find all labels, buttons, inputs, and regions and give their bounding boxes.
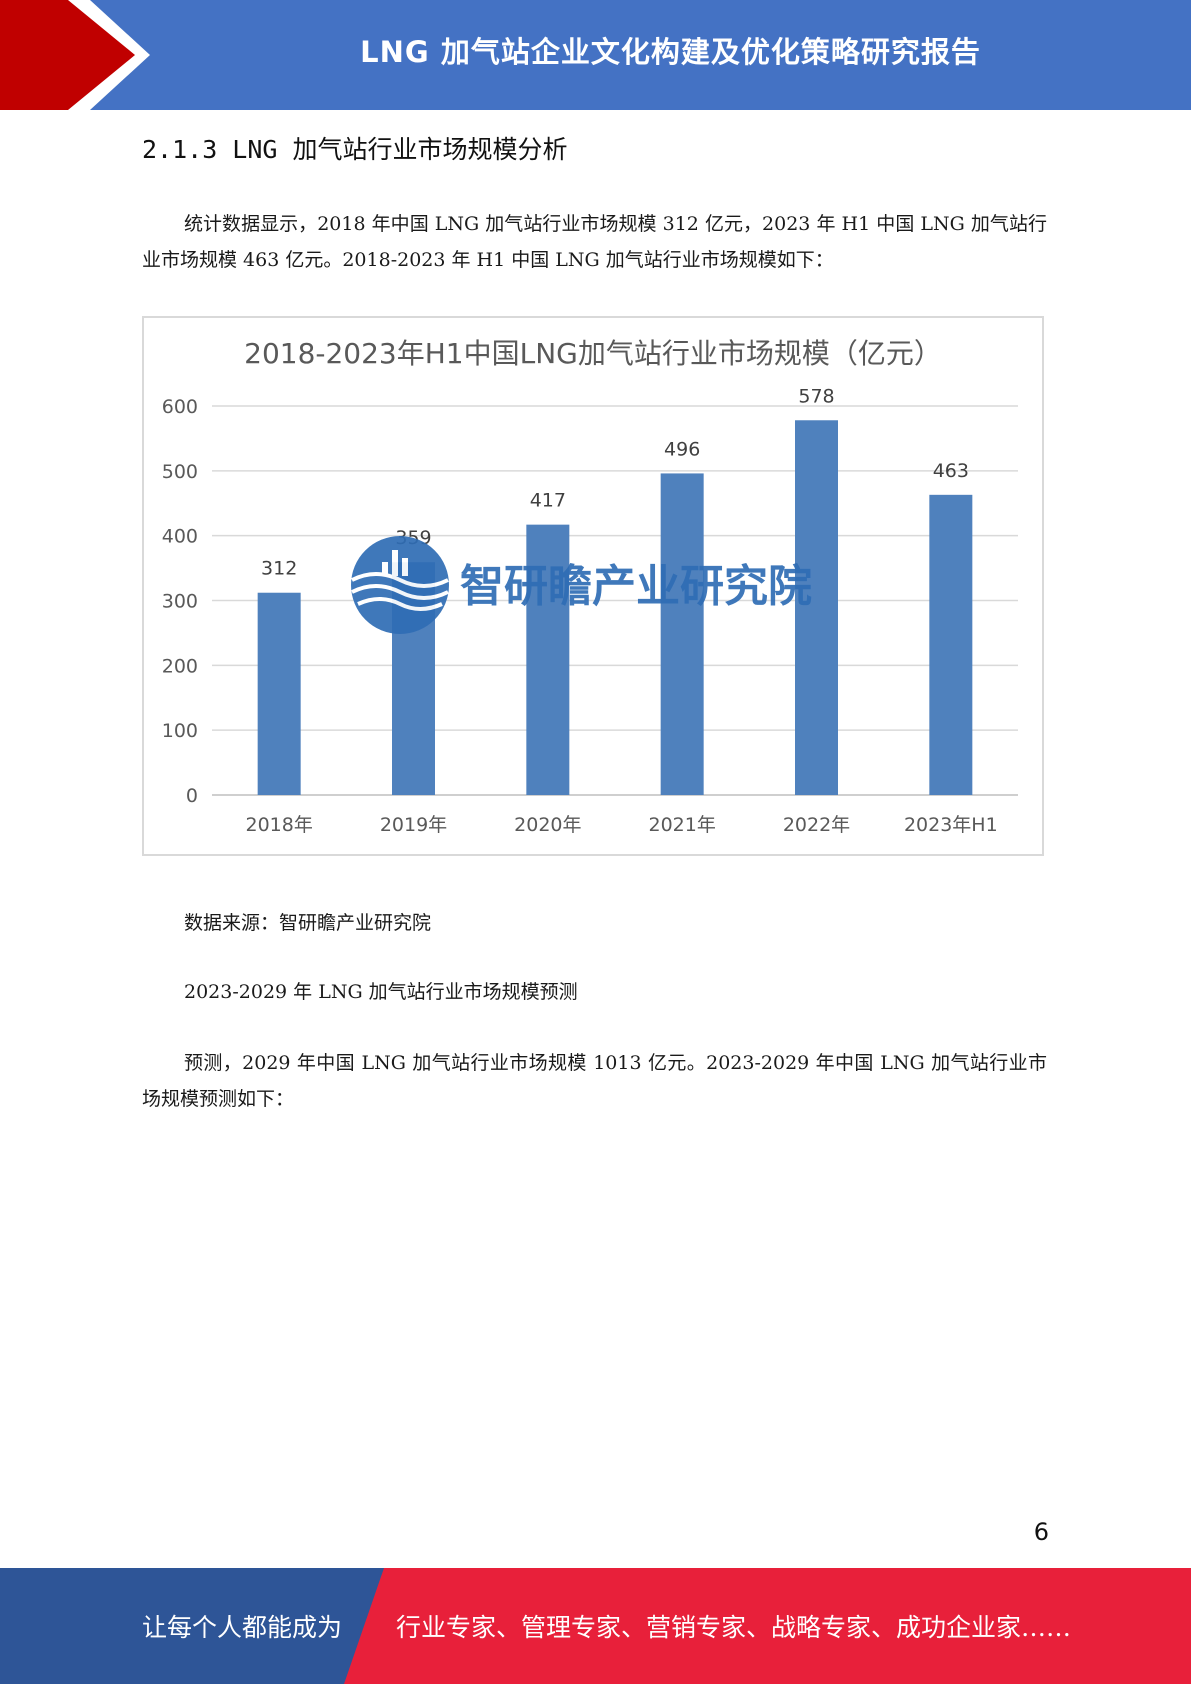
data-label: 417: [530, 490, 566, 512]
footer-background: [0, 1568, 1191, 1684]
bar: [929, 494, 973, 795]
y-tick-label: 400: [162, 526, 198, 548]
section-heading: 2.1.3 LNG 加气站行业市场规模分析: [142, 135, 568, 164]
x-tick-label: 2019年: [380, 814, 447, 836]
data-label: 578: [798, 385, 834, 407]
bar: [660, 473, 704, 795]
x-tick-label: 2022年: [783, 814, 850, 836]
data-label: 312: [261, 558, 297, 580]
y-tick-label: 0: [186, 785, 198, 807]
forecast-subheading: 2023-2029 年 LNG 加气站行业市场规模预测: [184, 981, 578, 1003]
intro-paragraph: 统计数据显示，2018 年中国 LNG 加气站行业市场规模 312 亿元，202…: [142, 213, 1047, 271]
bar-chart: 2018-2023年H1中国LNG加气站行业市场规模（亿元） 0 100 200 300…: [162, 337, 1018, 836]
y-tick-label: 100: [162, 720, 198, 742]
header-chevron-icon: [0, 0, 150, 110]
header-title: LNG 加气站企业文化构建及优化策略研究报告: [360, 35, 981, 69]
data-source-line: 数据来源：智研瞻产业研究院: [184, 912, 432, 934]
x-tick-label: 2023年H1: [904, 814, 998, 836]
bar: [526, 524, 570, 795]
x-tick-label: 2018年: [245, 814, 312, 836]
footer-banner: 让每个人都能成为 行业专家、管理专家、营销专家、战略专家、成功企业家……: [0, 1568, 1191, 1684]
footer-slogan-right: 行业专家、管理专家、营销专家、战略专家、成功企业家……: [396, 1613, 1072, 1642]
chart-title: 2018-2023年H1中国LNG加气站行业市场规模（亿元）: [244, 337, 942, 370]
page-number: 6: [1033, 1518, 1049, 1546]
bar: [257, 592, 301, 795]
x-tick-label: 2021年: [648, 814, 715, 836]
watermark-text: 智研瞻产业研究院: [460, 561, 812, 612]
data-label: 463: [933, 460, 969, 482]
bar: [795, 420, 838, 795]
x-tick-label: 2020年: [514, 814, 581, 836]
y-tick-label: 600: [162, 396, 198, 418]
chart-container: 2018-2023年H1中国LNG加气站行业市场规模（亿元） 0 100 200 300…: [142, 316, 1044, 856]
data-label: 496: [664, 438, 700, 460]
watermark-logo-icon: [351, 536, 449, 634]
header-bar: LNG 加气站企业文化构建及优化策略研究报告: [0, 0, 1191, 110]
y-tick-label: 200: [162, 655, 198, 677]
forecast-paragraph: 预测，2029 年中国 LNG 加气站行业市场规模 1013 亿元。2023-2…: [142, 1052, 1047, 1110]
y-tick-label: 300: [162, 591, 198, 613]
footer-slogan-left: 让每个人都能成为: [142, 1613, 343, 1642]
y-tick-label: 500: [162, 461, 198, 483]
